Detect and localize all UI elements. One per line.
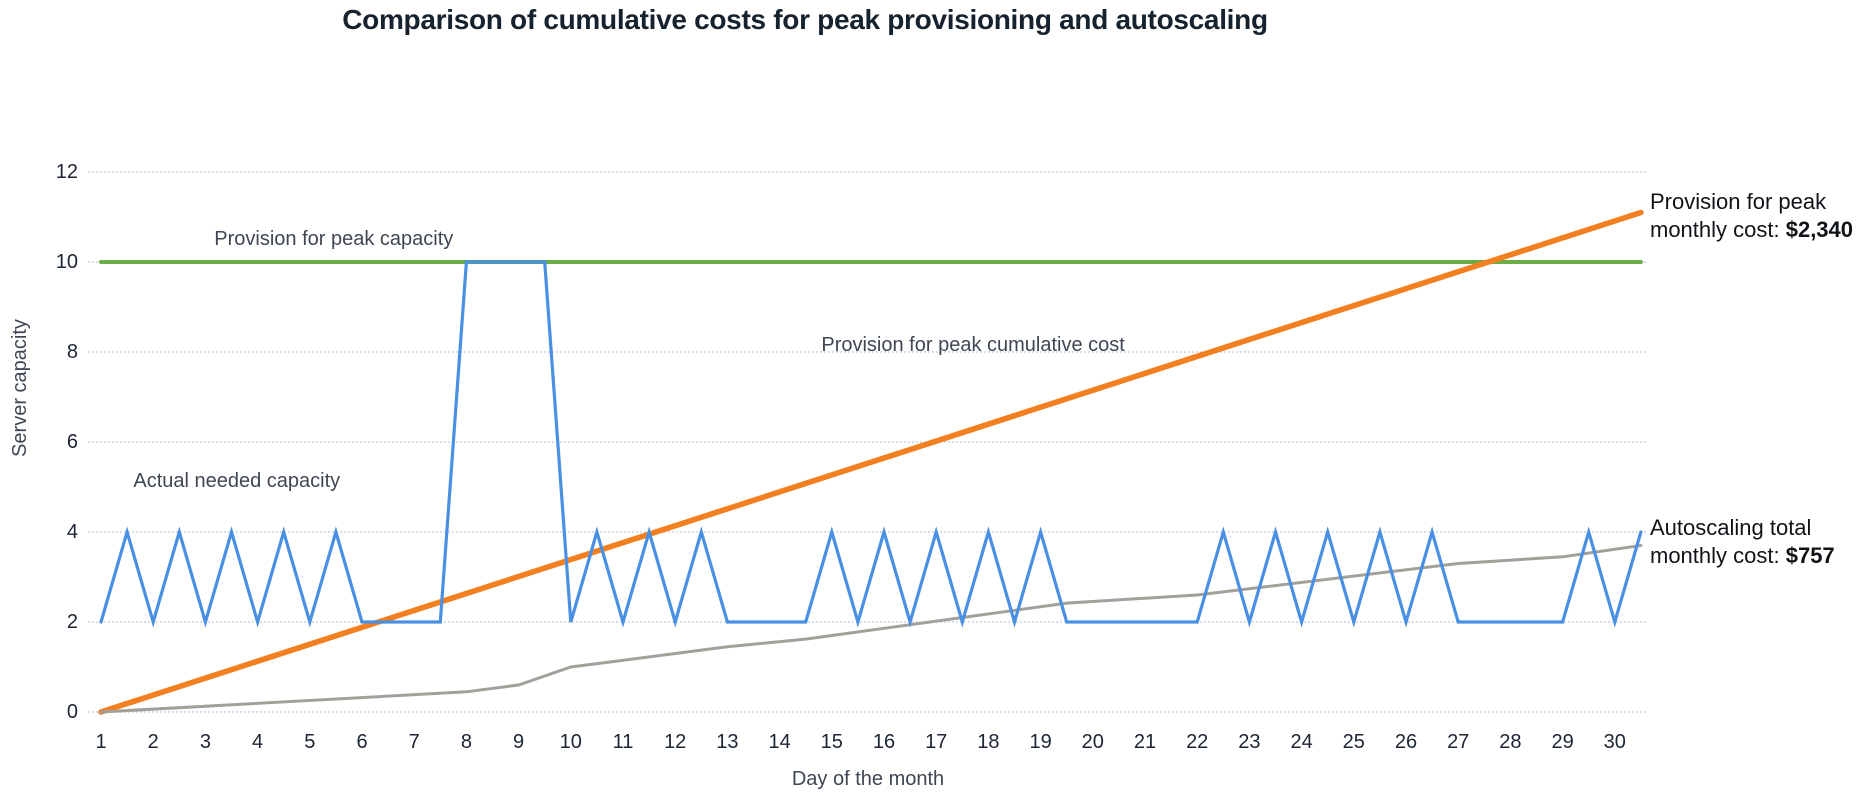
- peak-capacity-label: Provision for peak capacity: [214, 227, 454, 250]
- x-tick-label-29: 29: [1551, 731, 1574, 753]
- x-tick-label-14: 14: [768, 731, 791, 753]
- x-tick-label-30: 30: [1603, 731, 1626, 753]
- x-tick-label-27: 27: [1447, 731, 1470, 753]
- x-tick-label-15: 15: [820, 731, 843, 753]
- chart-title: Comparison of cumulative costs for peak …: [342, 4, 1268, 35]
- x-tick-label-1: 1: [95, 731, 107, 753]
- autoscale-note-line1: Autoscaling total: [1650, 515, 1812, 540]
- x-tick-label-11: 11: [612, 731, 634, 753]
- autoscaling-monthly-cost-note: Autoscaling total monthly cost: $757: [1650, 514, 1865, 570]
- autoscale-cost-value: $757: [1785, 543, 1835, 568]
- y-tick-label-2: 2: [66, 611, 78, 633]
- x-tick-label-28: 28: [1499, 731, 1522, 753]
- y-tick-label-12: 12: [55, 161, 78, 183]
- peak-note-line2: monthly cost: $2,340: [1650, 217, 1854, 242]
- x-tick-label-25: 25: [1342, 731, 1365, 753]
- x-tick-label-24: 24: [1290, 731, 1313, 753]
- x-tick-label-7: 7: [408, 731, 420, 753]
- x-tick-label-23: 23: [1238, 731, 1261, 753]
- y-tick-label-8: 8: [66, 341, 78, 363]
- peak-cost-label: Provision for peak cumulative cost: [821, 334, 1125, 356]
- x-tick-label-26: 26: [1394, 731, 1418, 753]
- x-tick-label-20: 20: [1081, 731, 1104, 753]
- series-autoscaling-cumulative-cost-line: [99, 544, 1643, 714]
- series-actual-capacity-line: [99, 260, 1643, 628]
- x-tick-label-21: 21: [1133, 731, 1157, 753]
- x-tick-label-5: 5: [304, 731, 316, 753]
- x-tick-label-10: 10: [559, 731, 582, 753]
- x-tick-label-16: 16: [872, 731, 896, 753]
- x-tick-label-9: 9: [513, 731, 525, 753]
- x-tick-label-4: 4: [252, 731, 264, 753]
- y-tick-label-6: 6: [66, 431, 78, 453]
- x-axis-title: Day of the month: [791, 768, 945, 790]
- x-tick-label-6: 6: [356, 731, 368, 753]
- x-tick-label-8: 8: [460, 731, 472, 753]
- x-tick-label-2: 2: [147, 731, 159, 753]
- y-tick-label-4: 4: [66, 521, 78, 543]
- x-tick-label-22: 22: [1186, 731, 1209, 753]
- x-tick-label-19: 19: [1029, 731, 1052, 753]
- x-tick-label-12: 12: [664, 731, 687, 753]
- actual-capacity-label: Actual needed capacity: [133, 469, 341, 492]
- peak-monthly-cost-note: Provision for peak monthly cost: $2,340: [1650, 188, 1865, 244]
- y-axis-title: Server capacity: [9, 319, 31, 457]
- autoscale-note-line2: monthly cost: $757: [1650, 543, 1835, 568]
- peak-note-line1: Provision for peak: [1650, 189, 1827, 214]
- peak-cost-value: $2,340: [1785, 217, 1854, 242]
- x-tick-label-18: 18: [977, 731, 1000, 753]
- x-tick-label-17: 17: [925, 731, 948, 753]
- series-lines: [98, 209, 1644, 715]
- y-tick-label-10: 10: [55, 251, 78, 273]
- x-tick-label-3: 3: [199, 731, 211, 753]
- series-peak-cumulative-cost-line: [98, 209, 1644, 715]
- y-tick-label-0: 0: [66, 701, 78, 723]
- x-tick-label-13: 13: [716, 731, 739, 753]
